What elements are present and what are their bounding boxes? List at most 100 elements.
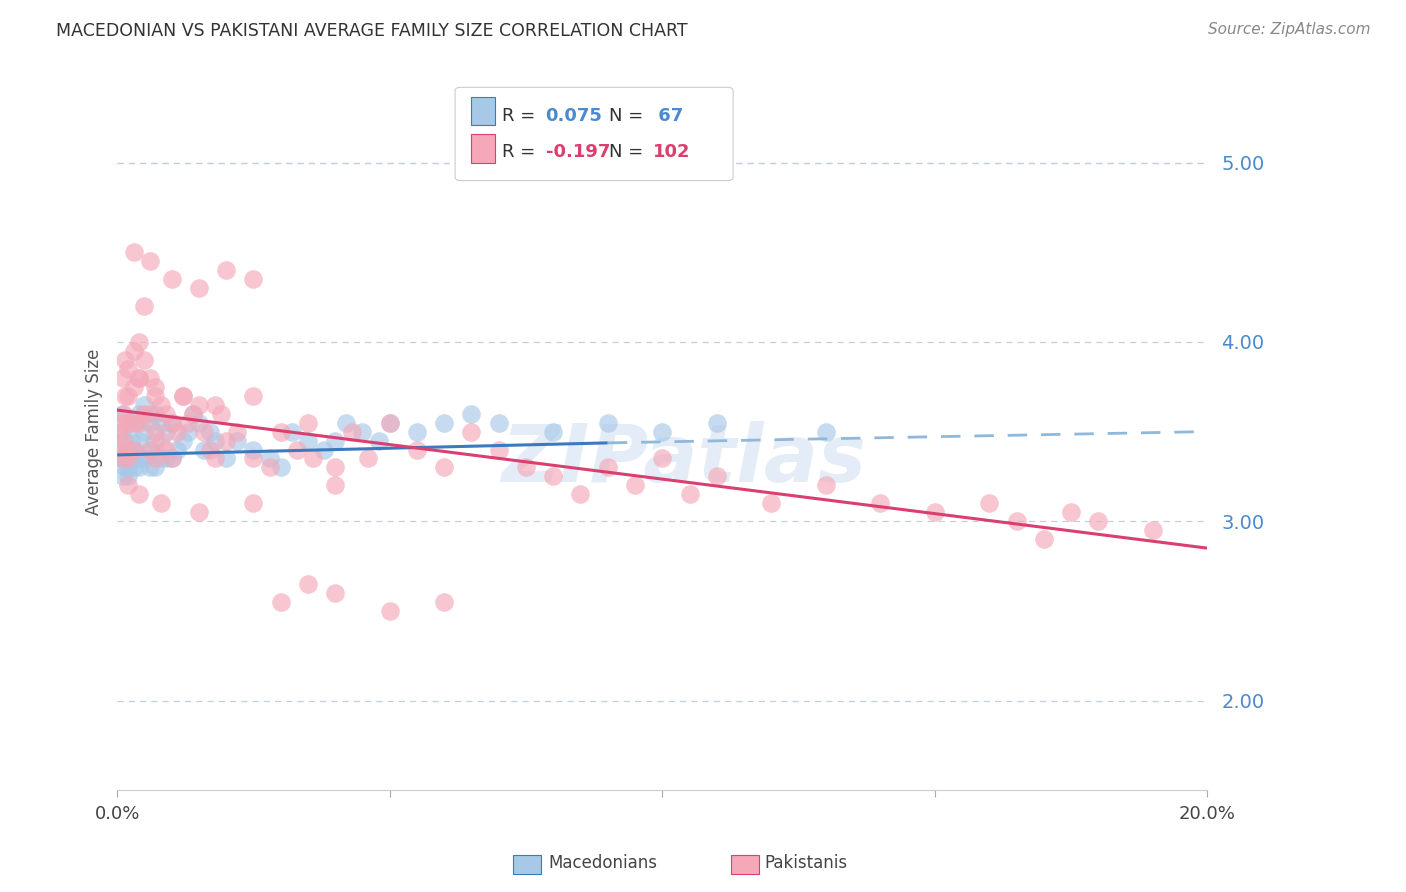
Point xyxy=(117,389,139,403)
Point xyxy=(160,451,183,466)
Point xyxy=(134,299,156,313)
Point xyxy=(128,407,150,421)
Text: R =: R = xyxy=(502,143,541,161)
Point xyxy=(433,460,456,475)
Point xyxy=(204,434,226,448)
Point xyxy=(242,451,264,466)
Point xyxy=(979,496,1001,510)
Point xyxy=(209,407,232,421)
Point xyxy=(122,442,145,457)
Point xyxy=(569,487,592,501)
Point xyxy=(460,407,482,421)
Point xyxy=(143,460,166,475)
Point xyxy=(160,272,183,286)
Point xyxy=(160,451,183,466)
Point xyxy=(143,451,166,466)
Point xyxy=(323,478,346,492)
Point xyxy=(198,442,221,457)
FancyBboxPatch shape xyxy=(471,134,495,162)
Point xyxy=(242,389,264,403)
Point xyxy=(406,442,429,457)
Point xyxy=(160,416,183,430)
Point xyxy=(128,460,150,475)
Point xyxy=(117,361,139,376)
FancyBboxPatch shape xyxy=(471,96,495,126)
Point xyxy=(378,416,401,430)
Point xyxy=(624,478,647,492)
Point xyxy=(111,434,134,448)
Point xyxy=(114,460,136,475)
Point xyxy=(323,460,346,475)
Point xyxy=(242,272,264,286)
Text: 67: 67 xyxy=(652,107,683,125)
Point xyxy=(117,442,139,457)
Point xyxy=(378,416,401,430)
Point xyxy=(122,343,145,358)
Point xyxy=(259,451,281,466)
Point xyxy=(166,425,188,439)
Point xyxy=(139,442,162,457)
Point xyxy=(110,442,132,457)
Point xyxy=(110,416,132,430)
Text: ZIPatlas: ZIPatlas xyxy=(502,421,866,500)
Point xyxy=(297,416,319,430)
Point xyxy=(541,469,564,483)
Point xyxy=(172,389,194,403)
Point xyxy=(149,496,172,510)
Point xyxy=(122,460,145,475)
Point xyxy=(112,451,135,466)
Point xyxy=(541,425,564,439)
Point xyxy=(270,595,292,609)
Point xyxy=(111,407,134,421)
Point xyxy=(128,416,150,430)
Point xyxy=(143,434,166,448)
Point xyxy=(280,425,302,439)
Point xyxy=(406,425,429,439)
Point xyxy=(122,416,145,430)
Point xyxy=(335,416,357,430)
Point xyxy=(924,505,946,519)
Point xyxy=(114,352,136,367)
Point xyxy=(242,496,264,510)
Point xyxy=(110,425,132,439)
Point xyxy=(433,595,456,609)
Point xyxy=(139,416,162,430)
Point xyxy=(134,352,156,367)
Point xyxy=(204,451,226,466)
Point xyxy=(177,416,200,430)
Point xyxy=(367,434,389,448)
FancyBboxPatch shape xyxy=(456,87,733,180)
Point xyxy=(149,416,172,430)
Point xyxy=(139,371,162,385)
Point xyxy=(323,586,346,600)
Point xyxy=(117,416,139,430)
Point xyxy=(111,451,134,466)
Point xyxy=(122,380,145,394)
Point xyxy=(128,434,150,448)
Point xyxy=(193,425,215,439)
Point xyxy=(128,451,150,466)
Text: N =: N = xyxy=(609,143,648,161)
Point xyxy=(187,281,209,295)
Point xyxy=(706,416,728,430)
Point xyxy=(314,442,336,457)
Point xyxy=(128,334,150,349)
Point xyxy=(1005,514,1028,528)
Point xyxy=(128,487,150,501)
Point xyxy=(1142,523,1164,537)
Point xyxy=(114,389,136,403)
Point xyxy=(143,389,166,403)
Point xyxy=(111,442,134,457)
Point xyxy=(378,604,401,618)
Text: 102: 102 xyxy=(652,143,690,161)
Point xyxy=(134,398,156,412)
Point xyxy=(134,407,156,421)
Point xyxy=(869,496,891,510)
Point xyxy=(122,245,145,260)
Point xyxy=(242,442,264,457)
Point xyxy=(259,460,281,475)
Point xyxy=(108,425,131,439)
Point xyxy=(143,407,166,421)
Point xyxy=(111,469,134,483)
Point xyxy=(134,451,156,466)
